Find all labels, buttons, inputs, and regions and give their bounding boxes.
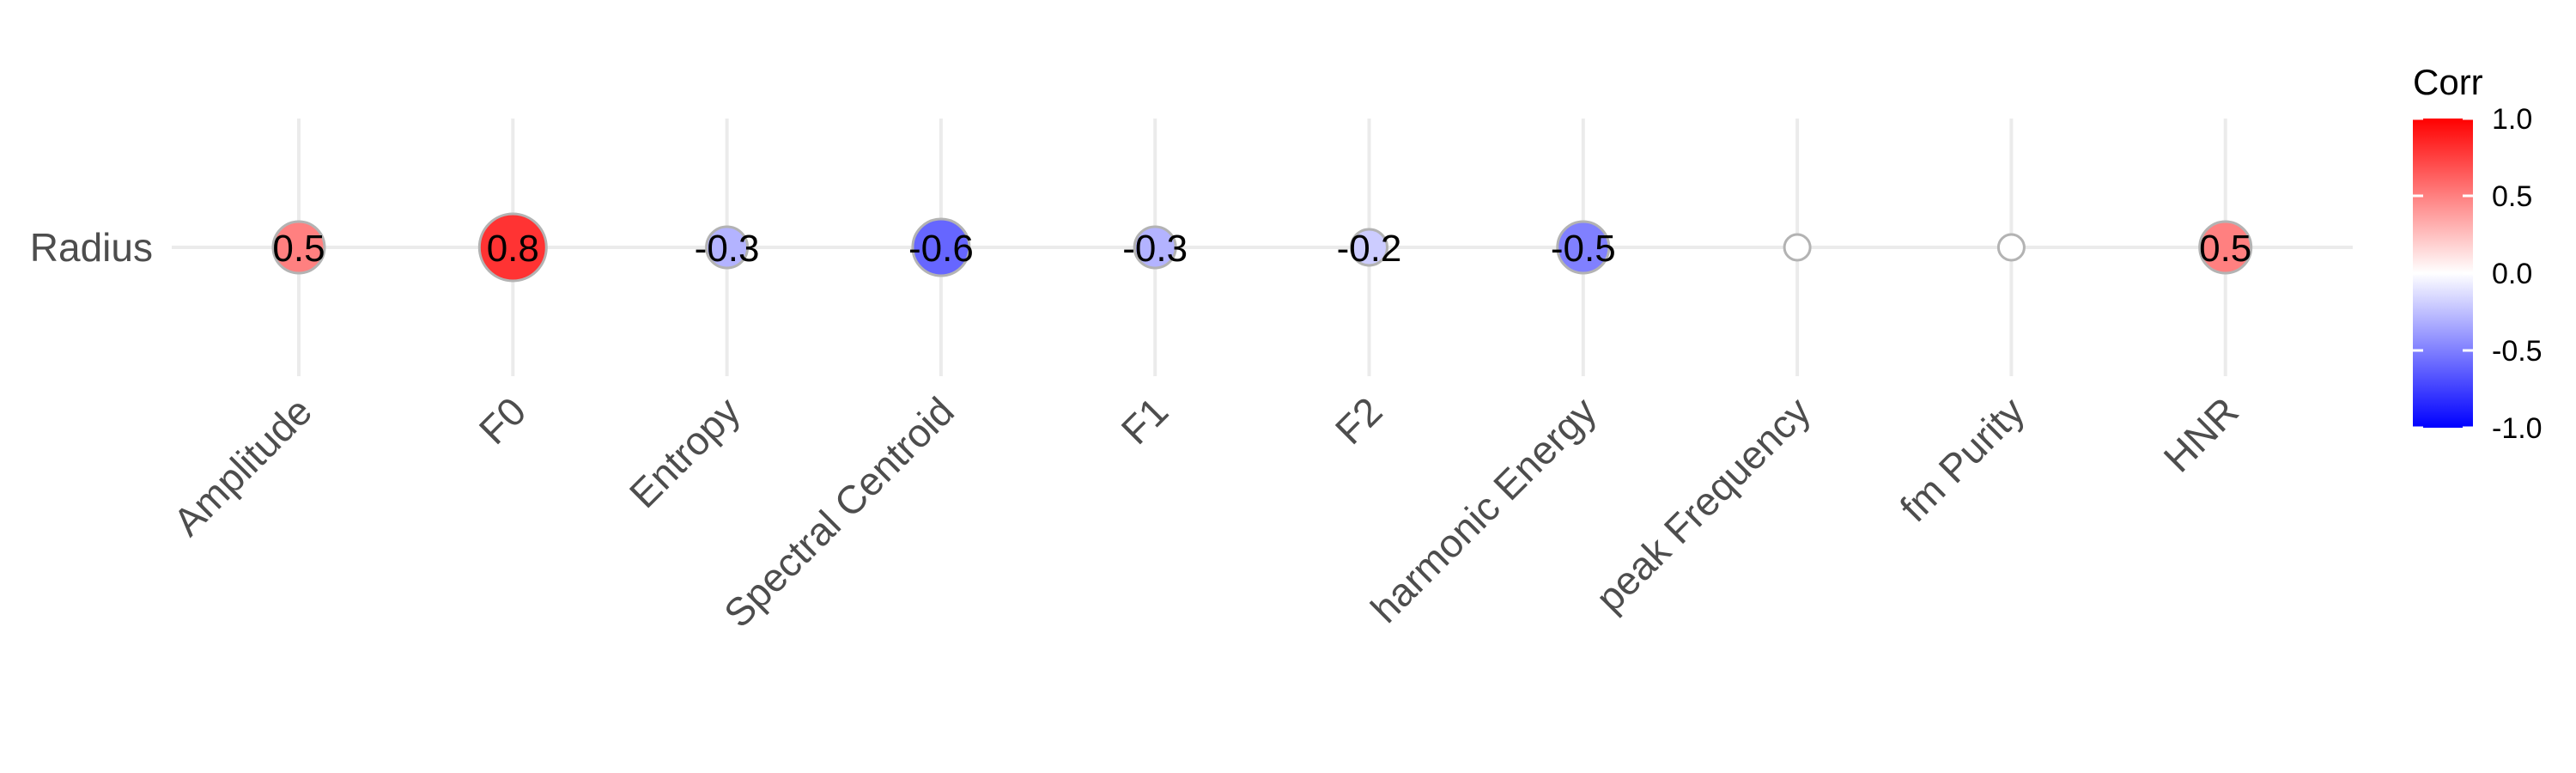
legend-title: Corr: [2413, 62, 2483, 102]
correlation-circles: [271, 212, 2253, 283]
legend-tick-label: 0.0: [2492, 258, 2532, 290]
x-tick-label: Entropy: [621, 388, 749, 516]
value-label: -0.5: [1551, 228, 1616, 270]
correlation-circle: [271, 220, 326, 275]
x-tick-label: F0: [471, 388, 535, 453]
value-label: 0.5: [2199, 228, 2251, 270]
x-tick-label: Spectral Centroid: [715, 388, 963, 636]
value-labels: 0.5 0.8 -0.3 -0.6 -0.3 -0.2 -0.5 0.5: [272, 228, 2251, 270]
legend-tick-label: 0.5: [2492, 180, 2532, 213]
correlation-circle: [1783, 233, 1812, 262]
x-tick-label: peak Frequency: [1587, 388, 1819, 620]
correlation-circle: [1996, 233, 2026, 262]
correlation-circle: [705, 225, 750, 270]
x-tick-label: F2: [1327, 388, 1391, 453]
legend-tick-label: -1.0: [2492, 412, 2543, 445]
legend-tick-label: 1.0: [2492, 103, 2532, 136]
correlation-circle: [477, 212, 548, 283]
value-label: -0.6: [908, 228, 974, 270]
x-tick-label: Amplitude: [165, 388, 320, 544]
x-tick-label: harmonic Energy: [1362, 388, 1605, 631]
value-label: 0.8: [487, 228, 539, 270]
correlation-circle: [1133, 225, 1177, 270]
x-tick-label: F1: [1113, 388, 1177, 453]
value-label: 0.5: [272, 228, 325, 270]
value-label: -0.2: [1337, 228, 1402, 270]
x-tick-label: fm Purity: [1891, 388, 2032, 530]
legend-ticks: 1.0 0.5 0.0 -0.5 -1.0: [2413, 103, 2543, 445]
correlation-circle: [2198, 220, 2253, 275]
correlation-circle: [1556, 220, 1611, 275]
x-tick-label: HNR: [2155, 388, 2247, 480]
legend: Corr 1.0 0.5 0.0 -0.5 -1.0: [2413, 62, 2543, 445]
y-tick-label: Radius: [30, 225, 153, 270]
value-label: -0.3: [695, 228, 760, 270]
correlation-circle: [911, 217, 971, 277]
value-label: -0.3: [1122, 228, 1188, 270]
correlation-circle: [1350, 228, 1388, 267]
legend-tick-label: -0.5: [2492, 335, 2543, 368]
